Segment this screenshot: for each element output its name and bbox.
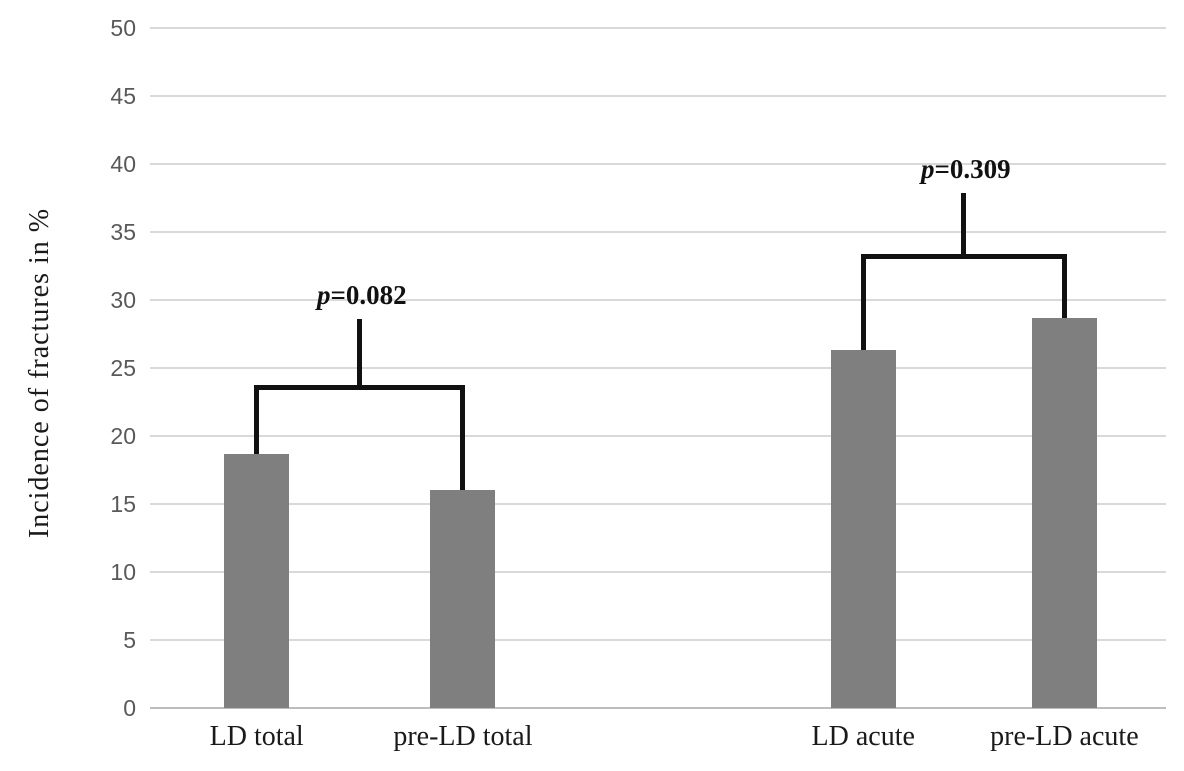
y-tick-label-30: 30 (110, 287, 136, 313)
y-tick-label-50: 50 (110, 15, 136, 41)
y-tick-label-45: 45 (110, 83, 136, 109)
bar-pre-ld-acute (1031, 317, 1097, 708)
category-label-1: LD total (209, 721, 304, 752)
gridline-20 (150, 435, 1166, 437)
bracket-1-crossbar (254, 384, 466, 390)
gridline-15 (150, 503, 1166, 505)
bar-ld-total (224, 453, 290, 708)
x-axis-line (150, 707, 1166, 709)
category-label-2: pre-LD total (393, 721, 533, 752)
y-tick-label-40: 40 (110, 151, 136, 177)
gridline-30 (150, 299, 1166, 301)
gridline-50 (150, 27, 1166, 29)
plot-area (150, 27, 1166, 709)
bar-pre-ld-total (430, 490, 496, 708)
bracket-2-left-drop (860, 256, 866, 351)
y-tick-label-5: 5 (123, 627, 136, 653)
y-tick-label-35: 35 (110, 219, 136, 245)
bracket-2-right-drop (1061, 256, 1067, 318)
y-axis-title: Incidence of fractures in % (24, 207, 55, 539)
y-tick-label-20: 20 (110, 423, 136, 449)
gridline-45 (150, 95, 1166, 97)
category-label-3: LD acute (811, 721, 915, 752)
bar-ld-acute (830, 350, 896, 708)
y-tick-label-25: 25 (110, 355, 136, 381)
y-tick-label-10: 10 (110, 559, 136, 585)
p-value-text: =0.082 (330, 280, 407, 311)
p-value-text: =0.309 (934, 153, 1011, 184)
p-symbol: p (316, 280, 331, 311)
bracket-1-right-drop (460, 387, 466, 491)
bracket-1-left-drop (254, 387, 260, 454)
p-value-label-1: p=0.082 (317, 280, 407, 311)
gridline-10 (150, 571, 1166, 573)
gridline-25 (150, 367, 1166, 369)
gridline-5 (150, 639, 1166, 641)
category-label-4: pre-LD acute (990, 721, 1139, 752)
p-symbol: p (920, 153, 935, 184)
gridline-35 (150, 231, 1166, 233)
bracket-1-stem (357, 319, 363, 388)
bracket-2-crossbar (860, 253, 1067, 259)
y-tick-label-0: 0 (123, 695, 136, 721)
gridline-40 (150, 163, 1166, 165)
p-value-label-2: p=0.309 (921, 154, 1011, 185)
y-tick-label-15: 15 (110, 491, 136, 517)
bracket-2-stem (961, 192, 967, 257)
